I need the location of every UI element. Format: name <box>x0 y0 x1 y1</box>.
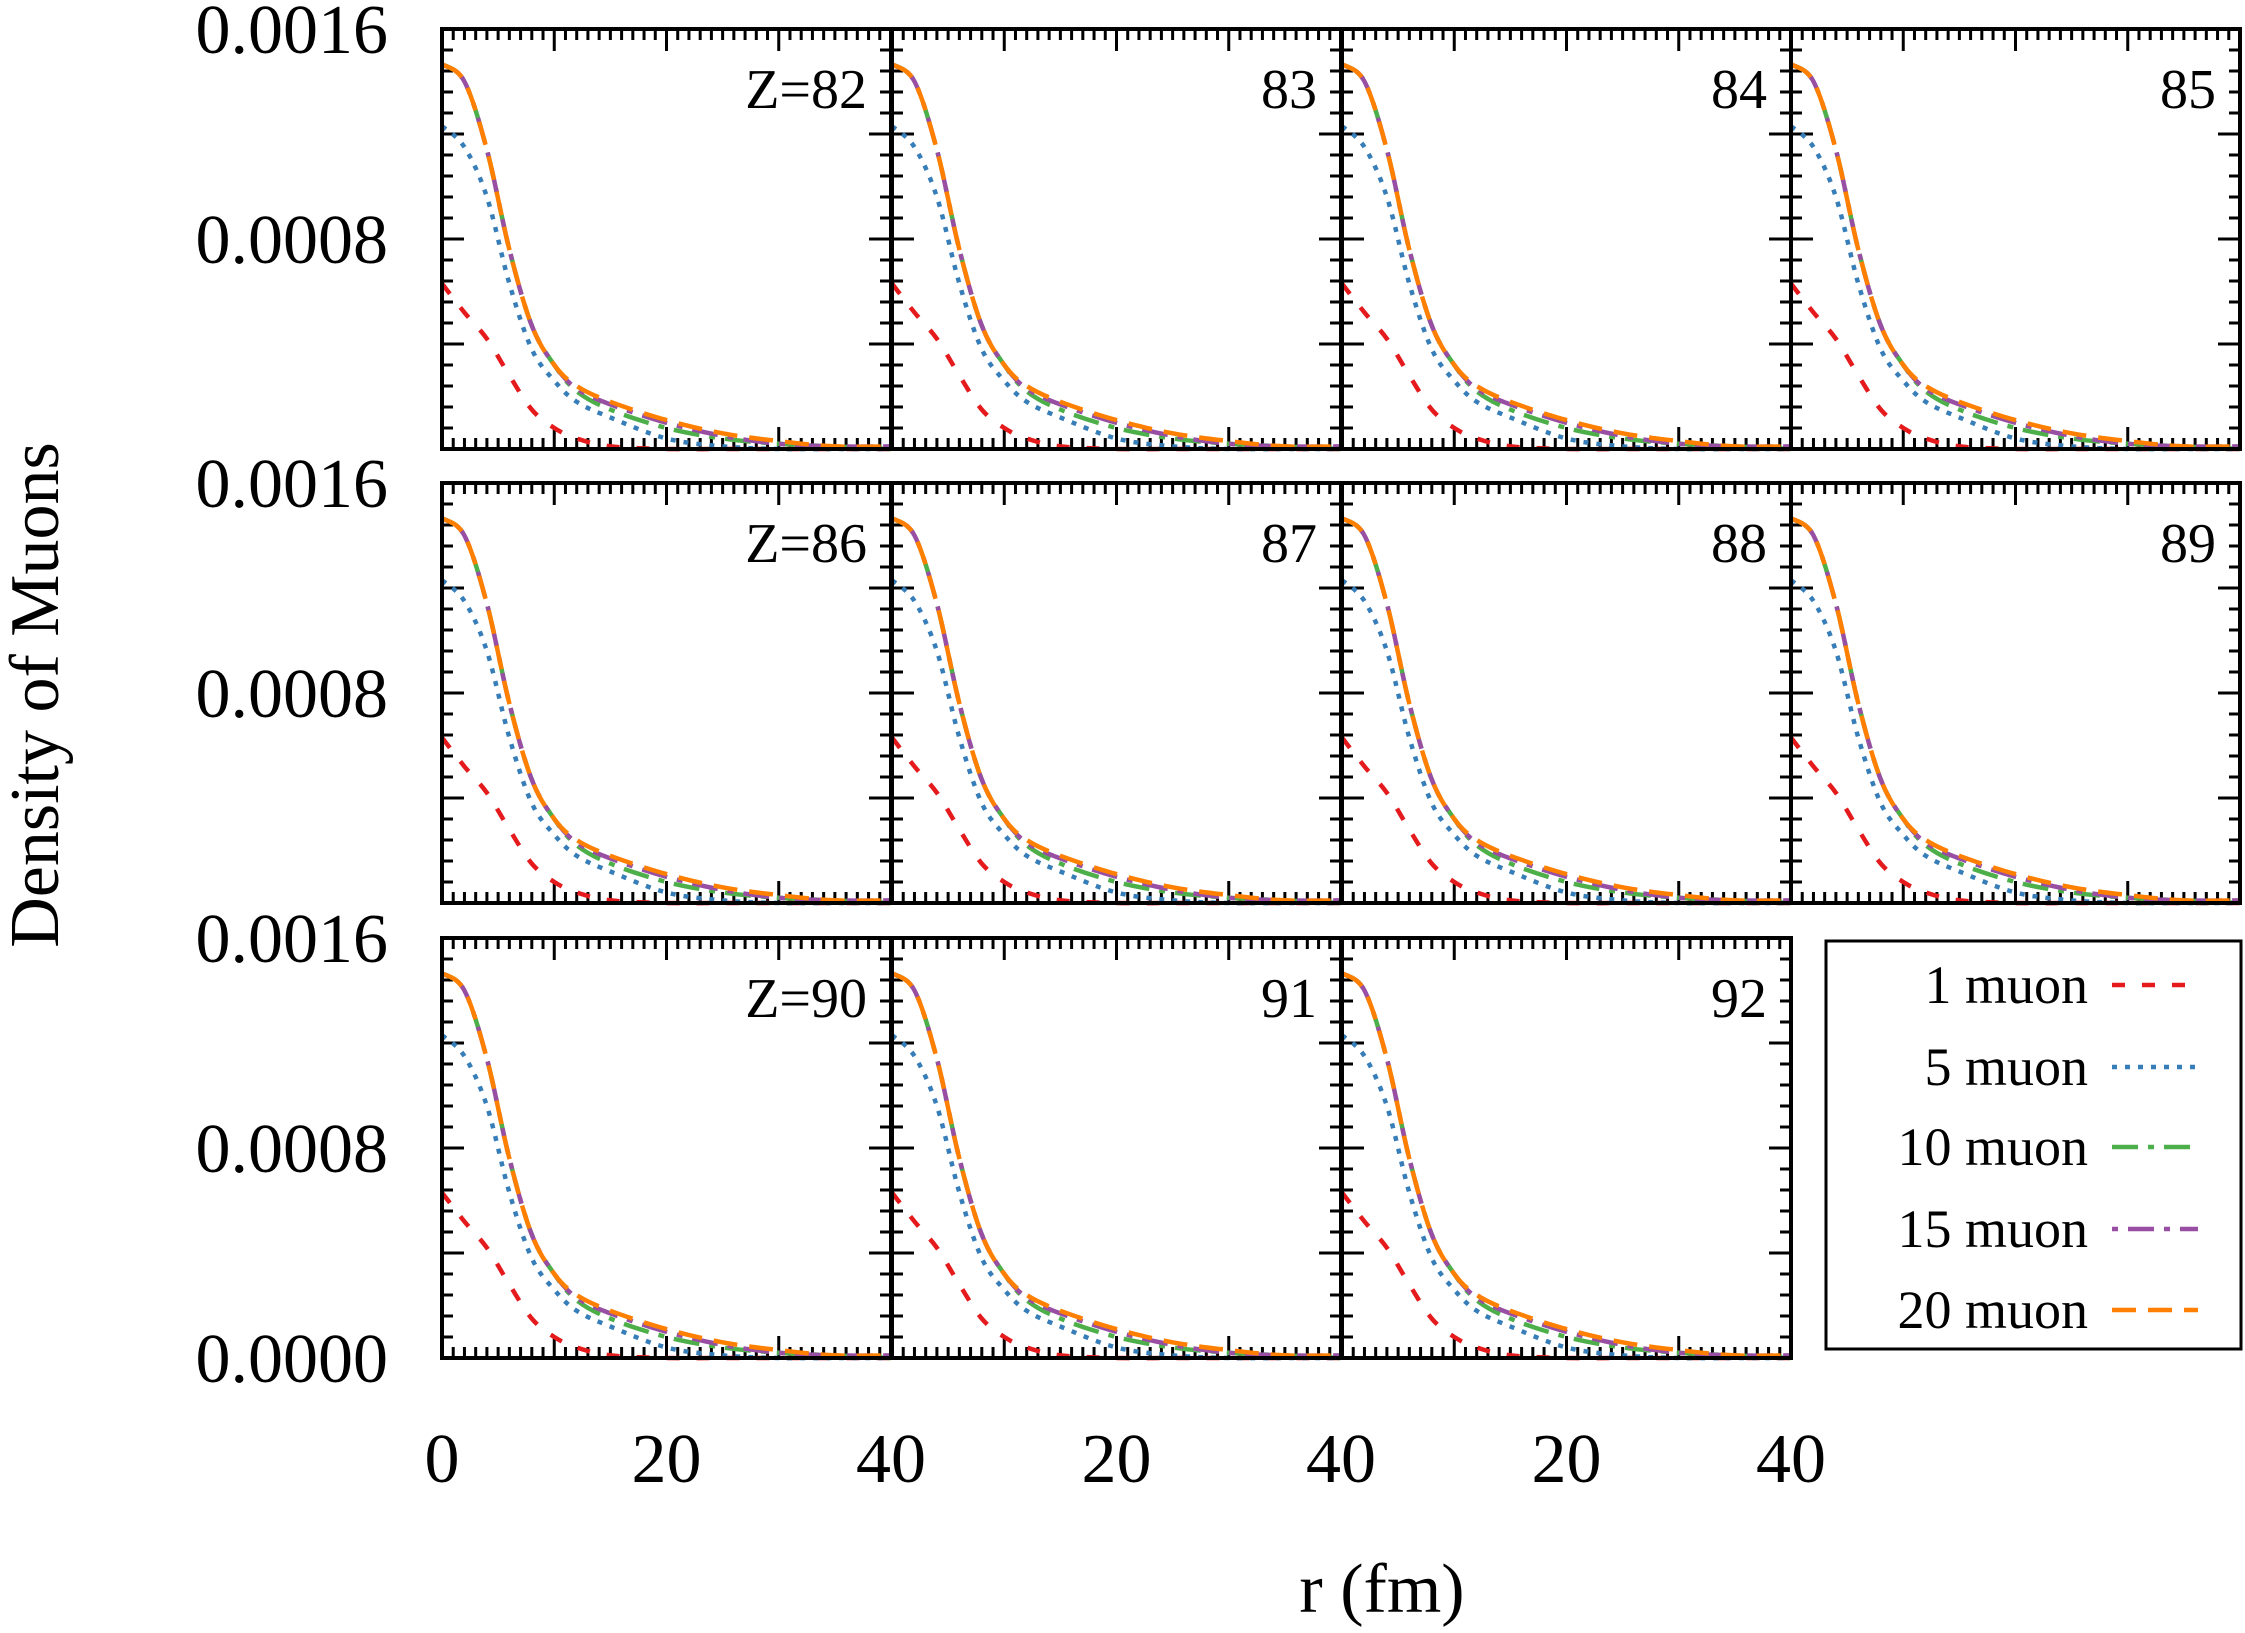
series-line-15-muon <box>1789 62 2241 449</box>
x-tick-label: 20 <box>1532 1421 1602 1498</box>
series-line-1-muon <box>1340 736 1791 906</box>
panel-frame <box>1789 481 2242 905</box>
panel-88: 88 <box>1340 481 1793 906</box>
series-line-1-muon <box>890 736 1341 906</box>
legend-label: 1 muon <box>1924 955 2088 1015</box>
panel-frame <box>1789 27 2242 451</box>
series-line-5-muon <box>440 1033 891 1361</box>
panel-label: 85 <box>2160 59 2216 121</box>
series-line-5-muon <box>1789 578 2240 906</box>
series-line-5-muon <box>1789 124 2240 452</box>
series-line-5-muon <box>890 578 1341 906</box>
legend-entry: 20 muon <box>1897 1280 2198 1340</box>
x-tick-label: 20 <box>632 1421 702 1498</box>
series-line-5-muon <box>1340 578 1791 906</box>
panel-87: 87 <box>890 481 1343 906</box>
legend-entry: 5 muon <box>1924 1037 2198 1097</box>
x-tick-label: 20 <box>1082 1421 1152 1498</box>
legend-entry: 10 muon <box>1897 1117 2198 1177</box>
series-line-5-muon <box>440 578 891 906</box>
series-line-10-muon <box>1340 62 1792 452</box>
panel-label: 84 <box>1711 59 1767 121</box>
series-line-5-muon <box>890 124 1341 452</box>
series-line-10-muon <box>890 62 1342 452</box>
x-tick-label: 40 <box>856 1421 926 1498</box>
x-tick-label: 0 <box>425 1421 460 1498</box>
panel-Z-90: Z=90 0.0016 0.0008 0.0000 0 20 40 <box>196 901 927 1498</box>
panel-label: Z=90 <box>745 968 867 1030</box>
series-line-1-muon <box>440 736 891 906</box>
series-line-15-muon <box>1340 971 1792 1358</box>
panel-85: 85 <box>1789 27 2242 452</box>
series-line-10-muon <box>1340 516 1792 906</box>
series-line-5-muon <box>440 124 891 452</box>
panel-Z-82: Z=82 0.0016 0.0008 <box>196 0 893 452</box>
series-line-5-muon <box>890 1033 1341 1361</box>
series-line-10-muon <box>1340 971 1792 1361</box>
panel-label: Z=82 <box>745 59 867 121</box>
series-line-10-muon <box>890 971 1342 1361</box>
y-tick-label: 0.0008 <box>196 202 389 279</box>
series-line-10-muon <box>440 971 892 1361</box>
series-line-15-muon <box>890 516 1342 903</box>
x-axis-title: r (fm) <box>1299 1551 1464 1628</box>
panel-label: Z=86 <box>745 513 867 575</box>
y-axis-title: Density of Muons <box>0 442 74 948</box>
panel-92: 92 20 40 <box>1340 936 1826 1498</box>
series-line-10-muon <box>1789 62 2241 452</box>
y-tick-label: 0.0016 <box>196 0 389 69</box>
series-line-1-muon <box>1789 282 2240 452</box>
series-line-1-muon <box>1340 282 1791 452</box>
panel-label: 91 <box>1261 968 1317 1030</box>
series-line-15-muon <box>1340 62 1792 449</box>
panel-89: 89 <box>1789 481 2242 906</box>
y-tick-label: 0.0008 <box>196 656 389 733</box>
series-line-1-muon <box>440 1191 891 1361</box>
y-tick-label: 0.0000 <box>196 1321 389 1398</box>
series-line-10-muon <box>890 516 1342 906</box>
panel-frame <box>1340 936 1793 1360</box>
series-line-15-muon <box>1789 516 2241 903</box>
series-line-10-muon <box>440 516 892 906</box>
series-line-15-muon <box>440 971 892 1358</box>
series-line-1-muon <box>890 282 1341 452</box>
legend-label: 10 muon <box>1897 1117 2088 1177</box>
series-line-1-muon <box>890 1191 1341 1361</box>
legend-label: 5 muon <box>1924 1037 2088 1097</box>
series-line-1-muon <box>1789 736 2240 906</box>
panel-label: 87 <box>1261 513 1317 575</box>
panel-91: 91 20 40 <box>890 936 1376 1498</box>
panel-label: 92 <box>1711 968 1767 1030</box>
panels: Z=82 0.0016 0.0008 83 84 85 Z=86 0.0016 0.0008 87… <box>196 0 2242 1498</box>
x-tick-label: 40 <box>1306 1421 1376 1498</box>
series-line-15-muon <box>890 971 1342 1358</box>
series-line-15-muon <box>440 516 892 903</box>
panel-84: 84 <box>1340 27 1793 452</box>
series-line-1-muon <box>1340 1191 1791 1361</box>
legend-entry: 1 muon <box>1924 955 2198 1015</box>
series-line-15-muon <box>1340 516 1792 903</box>
series-line-15-muon <box>440 62 892 449</box>
y-tick-label: 0.0016 <box>196 446 389 523</box>
series-line-5-muon <box>1340 1033 1791 1361</box>
y-tick-label: 0.0008 <box>196 1111 389 1188</box>
panel-label: 83 <box>1261 59 1317 121</box>
legend-label: 20 muon <box>1897 1280 2088 1340</box>
panel-label: 88 <box>1711 513 1767 575</box>
legend-entry: 15 muon <box>1897 1199 2198 1259</box>
panel-83: 83 <box>890 27 1343 452</box>
series-line-10-muon <box>1789 516 2241 906</box>
panel-label: 89 <box>2160 513 2216 575</box>
series-line-5-muon <box>1340 124 1791 452</box>
legend: 1 muon 5 muon 10 muon 15 muon 20 muon <box>1824 939 2243 1351</box>
series-line-10-muon <box>440 62 892 452</box>
y-tick-label: 0.0016 <box>196 901 389 978</box>
series-line-1-muon <box>440 282 891 452</box>
series-line-15-muon <box>890 62 1342 449</box>
legend-label: 15 muon <box>1897 1199 2088 1259</box>
panel-Z-86: Z=86 0.0016 0.0008 <box>196 446 893 906</box>
x-tick-label: 40 <box>1756 1421 1826 1498</box>
